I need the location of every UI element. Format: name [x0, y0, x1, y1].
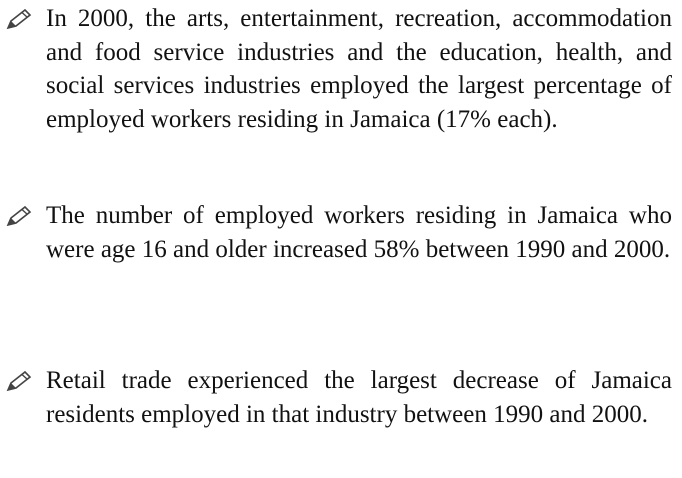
bullet-text: In 2000, the arts, entertainment, recrea…	[46, 5, 672, 133]
pencil-icon	[6, 8, 32, 30]
bullet-text: The number of employed workers residing …	[46, 202, 672, 263]
pencil-icon	[6, 205, 32, 227]
pencil-icon	[6, 370, 32, 392]
bullet-text: Retail trade experienced the largest dec…	[46, 367, 672, 428]
